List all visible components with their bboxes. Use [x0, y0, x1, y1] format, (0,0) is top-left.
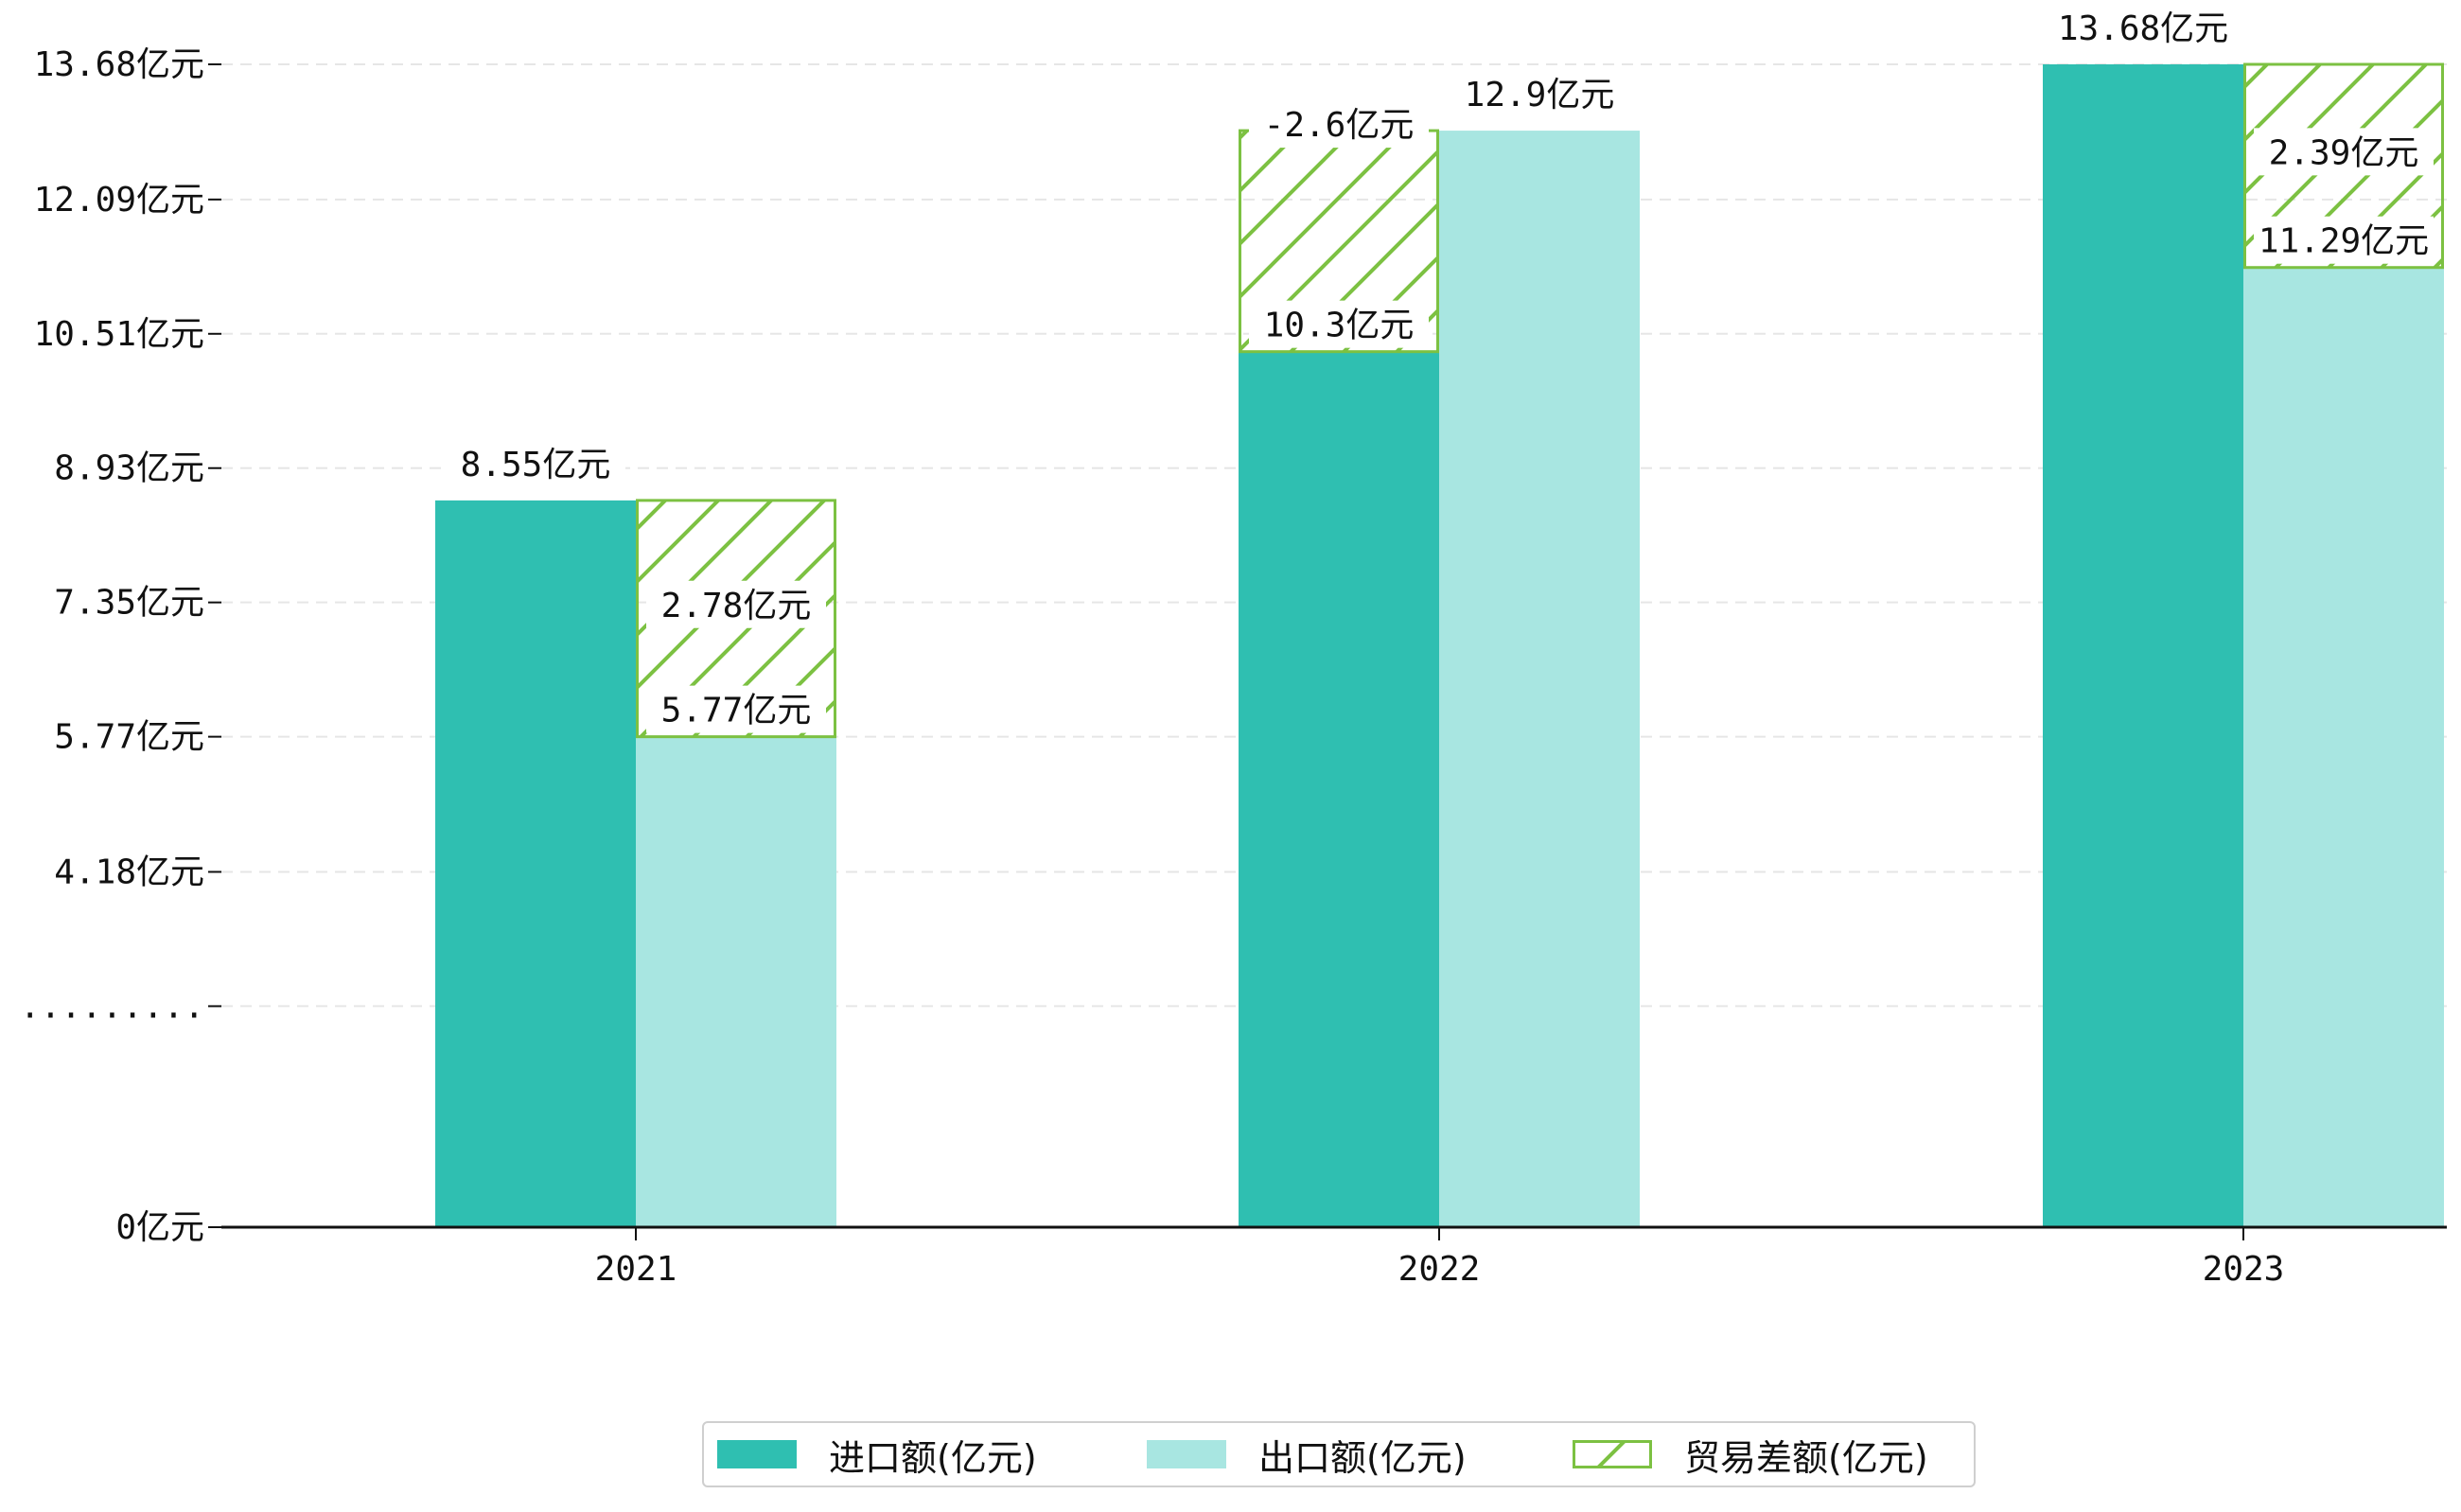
bar-export-2021 [636, 736, 836, 1227]
label-export-2022: 12.9亿元 [1465, 76, 1615, 114]
label-import-2022-bg [1249, 300, 1429, 348]
legend: 进口额(亿元) 出口额(亿元) 贸易差额(亿元) [702, 1421, 1976, 1487]
legend-label-balance: 贸易差额(亿元) [1684, 1436, 1928, 1479]
label-balance-2023-bg [2254, 128, 2434, 176]
legend-swatch-import [717, 1440, 797, 1468]
y-tick-label: 0亿元 [115, 1208, 204, 1247]
label-import-2023: 13.68亿元 [2058, 9, 2228, 48]
bar-export-2023 [2243, 267, 2444, 1227]
legend-label-export: 出口额(亿元) [1258, 1436, 1467, 1479]
label-balance-2021: 2.78亿元 [661, 587, 812, 625]
bars [435, 62, 2444, 1227]
legend-item-balance[interactable]: 贸易差额(亿元) [1573, 1423, 1928, 1486]
axes: 0亿元......... 4.18亿元 5.77亿元 7.35亿元 8.93亿元 10.5… [20, 45, 2447, 1289]
bar-import-2021 [435, 500, 636, 1227]
bar-export-2022 [1439, 131, 1640, 1227]
label-export-2023: 11.29亿元 [2259, 222, 2429, 261]
label-import-2021: 8.55亿元 [461, 446, 611, 484]
y-tick-label: 5.77亿元 [54, 718, 204, 757]
legend-item-export[interactable]: 出口额(亿元) [1147, 1423, 1467, 1486]
y-tick-label: 4.18亿元 [54, 853, 204, 891]
label-balance-2022: -2.6亿元 [1264, 106, 1415, 145]
x-tick-label: 2023 [2203, 1250, 2285, 1289]
label-export-2021-bg [646, 685, 826, 733]
legend-swatch-balance [1573, 1440, 1652, 1468]
label-balance-2021-bg [646, 580, 826, 628]
legend-item-import[interactable]: 进口额(亿元) [717, 1423, 1037, 1486]
label-export-2022-bg [1450, 70, 1629, 118]
legend-swatch-export [1147, 1440, 1226, 1468]
y-tick-label: 10.51亿元 [34, 315, 204, 354]
label-balance-2023: 2.39亿元 [2269, 133, 2419, 172]
bar-import-2022 [1239, 351, 1439, 1227]
label-import-2023-bg [2053, 4, 2233, 51]
label-balance-2022-bg [1249, 100, 1429, 149]
label-import-2022: 10.3亿元 [1264, 307, 1415, 345]
x-tick-label: 2021 [595, 1250, 677, 1289]
value-labels: 8.55亿元 5.77亿元 2.78亿元 10.3亿元 12.9亿元 -2.6亿元 13.6… [446, 4, 2434, 733]
y-tick-label: 12.09亿元 [34, 181, 204, 220]
bar-import-2023 [2043, 64, 2243, 1227]
label-export-2023-bg [2254, 216, 2434, 264]
label-import-2021-bg [446, 439, 625, 487]
y-tick-label: 8.93亿元 [54, 449, 204, 488]
label-export-2021: 5.77亿元 [661, 692, 812, 730]
x-tick-label: 2022 [1398, 1250, 1481, 1289]
y-tick-label: 13.68亿元 [34, 45, 204, 84]
legend-label-import: 进口额(亿元) [829, 1436, 1037, 1479]
y-tick-label: ......... [20, 987, 204, 1026]
y-tick-label: 7.35亿元 [54, 584, 204, 623]
